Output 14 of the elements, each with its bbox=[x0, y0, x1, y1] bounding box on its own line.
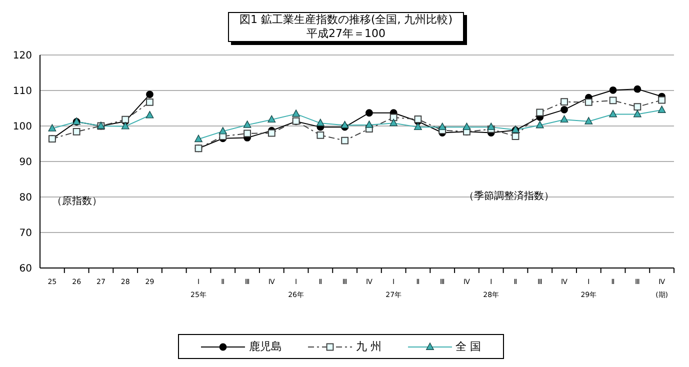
annotation: （季節調整済指数） bbox=[464, 190, 554, 203]
chart-subtitle: 平成27年＝100 bbox=[306, 27, 386, 41]
legend-label: 鹿児島 bbox=[249, 339, 282, 354]
y-tick-label: 100 bbox=[12, 122, 32, 133]
y-tick-label: 110 bbox=[12, 86, 32, 98]
y-tick-label: 60 bbox=[19, 264, 32, 275]
annotation: （原指数） bbox=[52, 194, 102, 208]
y-tick-label: 120 bbox=[12, 50, 32, 62]
legend-label: 全 国 bbox=[456, 339, 481, 354]
y-tick-label: 90 bbox=[19, 157, 32, 168]
legend-label: 九 州 bbox=[356, 339, 382, 354]
y-tick-label: 70 bbox=[19, 228, 32, 240]
chart-title: 図1 鉱工業生産指数の推移(全国, 九州比較) bbox=[238, 13, 454, 27]
y-tick-label: 80 bbox=[19, 192, 32, 204]
